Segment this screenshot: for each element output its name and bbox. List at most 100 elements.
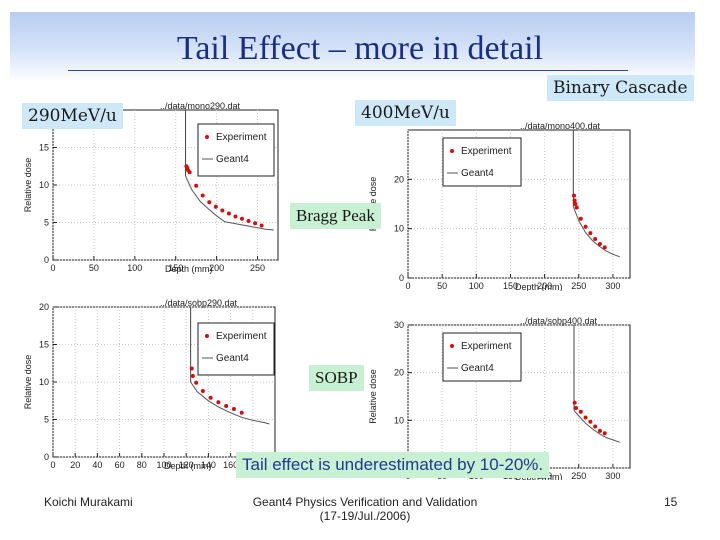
experiment-point bbox=[578, 216, 583, 221]
y-axis-label: Relative dose bbox=[368, 369, 378, 424]
x-tick-label: 40 bbox=[92, 460, 102, 470]
legend-box bbox=[442, 137, 522, 187]
x-tick-label: 80 bbox=[137, 460, 147, 470]
conclusion-banner: Tail effect is underestimated by 10-20%. bbox=[236, 452, 550, 478]
legend-box bbox=[197, 123, 275, 177]
legend-experiment-label: Experiment bbox=[216, 331, 267, 342]
y-tick-label: 10 bbox=[39, 377, 49, 387]
y-tick-label: 30 bbox=[394, 320, 404, 330]
y-tick-label: 10 bbox=[39, 180, 49, 190]
chart-title: ../data/sobp290.dat bbox=[160, 298, 238, 308]
legend-experiment-marker bbox=[205, 334, 209, 338]
x-axis-label: Depth (mm) bbox=[515, 282, 563, 291]
experiment-point bbox=[226, 211, 231, 216]
legend-geant4-label: Geant4 bbox=[461, 363, 494, 374]
experiment-point bbox=[194, 183, 199, 188]
experiment-point bbox=[240, 216, 244, 221]
experiment-point bbox=[231, 407, 236, 411]
x-tick-label: 100 bbox=[469, 281, 484, 291]
experiment-point bbox=[224, 404, 229, 408]
x-tick-label: 60 bbox=[115, 460, 125, 470]
energy-400-label: 400MeV/u bbox=[355, 100, 456, 126]
experiment-point bbox=[213, 204, 218, 209]
y-tick-label: 15 bbox=[39, 143, 49, 153]
x-tick-label: 100 bbox=[156, 460, 171, 470]
x-axis-label: Depth (mm) bbox=[165, 264, 213, 274]
chart-title: ../data/mono400.dat bbox=[520, 121, 601, 131]
y-tick-label: 10 bbox=[394, 224, 404, 234]
x-tick-label: 300 bbox=[605, 471, 620, 480]
x-tick-label: 150 bbox=[503, 281, 518, 291]
x-tick-label: 20 bbox=[70, 460, 80, 470]
y-tick-label: 20 bbox=[394, 174, 404, 184]
experiment-point bbox=[246, 219, 251, 223]
legend-experiment-label: Experiment bbox=[461, 341, 512, 352]
x-tick-label: 0 bbox=[405, 281, 410, 291]
x-tick-label: 200 bbox=[537, 281, 552, 291]
x-axis-label: Depth (mm) bbox=[164, 461, 212, 471]
x-tick-label: 100 bbox=[127, 263, 142, 273]
y-tick-label: 20 bbox=[39, 302, 49, 312]
experiment-point bbox=[200, 193, 205, 198]
x-tick-label: 250 bbox=[250, 263, 265, 273]
legend-experiment-marker bbox=[450, 344, 454, 348]
geant4-series-line bbox=[572, 206, 620, 258]
footer-author: Koichi Murakami bbox=[44, 495, 133, 509]
experiment-point bbox=[572, 198, 577, 203]
legend-geant4-label: Geant4 bbox=[216, 353, 249, 364]
experiment-point bbox=[574, 405, 579, 410]
x-tick-label: 300 bbox=[605, 281, 620, 291]
x-tick-label: 250 bbox=[571, 471, 586, 480]
experiment-point bbox=[208, 395, 213, 400]
experiment-point bbox=[253, 221, 258, 226]
x-tick-label: 120 bbox=[179, 460, 194, 470]
legend-box bbox=[197, 322, 275, 376]
x-tick-label: 160 bbox=[223, 460, 238, 470]
experiment-point bbox=[573, 202, 578, 206]
experiment-point bbox=[571, 193, 576, 198]
y-tick-label: 5 bbox=[44, 415, 49, 425]
legend-geant4-label: Geant4 bbox=[216, 154, 249, 165]
y-tick-label: 0 bbox=[399, 273, 404, 283]
experiment-point bbox=[583, 224, 588, 229]
geant4-series-line bbox=[190, 381, 270, 425]
experiment-point bbox=[220, 208, 225, 213]
chart-title: ../data/mono290.dat bbox=[160, 101, 241, 111]
x-tick-label: 50 bbox=[437, 281, 447, 291]
experiment-point bbox=[190, 374, 195, 378]
footer-event-line-1: Geant4 Physics Verification and Validati… bbox=[252, 495, 478, 509]
experiment-point bbox=[207, 200, 212, 205]
legend-experiment-marker bbox=[205, 135, 209, 139]
experiment-point bbox=[578, 409, 583, 414]
x-tick-label: 0 bbox=[50, 460, 55, 470]
y-tick-label: 0 bbox=[44, 452, 49, 462]
energy-290-label: 290MeV/u bbox=[22, 103, 123, 129]
chart-mono290: 0 50 100 150 200 250 0 5 10 15 Depth (mm) Relative … bbox=[23, 101, 279, 274]
experiment-point bbox=[588, 419, 593, 424]
geant4-series-line bbox=[185, 175, 274, 231]
experiment-point bbox=[597, 428, 602, 433]
chart-title: ../data/sobp400.dat bbox=[520, 316, 598, 326]
experiment-point bbox=[216, 400, 221, 405]
x-tick-label: 150 bbox=[168, 263, 183, 273]
experiment-point bbox=[602, 431, 607, 436]
experiment-point bbox=[233, 214, 238, 219]
x-tick-label: 0 bbox=[50, 263, 55, 273]
footer-event-line-2: (17-19/Jul./2006) bbox=[319, 509, 411, 523]
legend-geant4-label: Geant4 bbox=[461, 168, 494, 179]
binary-cascade-label: Binary Cascade bbox=[547, 75, 694, 101]
x-tick-label: 200 bbox=[209, 263, 224, 273]
experiment-point bbox=[602, 245, 607, 250]
experiment-point bbox=[189, 366, 194, 371]
y-tick-label: 15 bbox=[39, 340, 49, 350]
experiment-point bbox=[583, 415, 588, 420]
x-tick-label: 50 bbox=[89, 263, 99, 273]
experiment-point bbox=[588, 231, 593, 236]
footer-event: Geant4 Physics Verification and Validati… bbox=[240, 495, 490, 523]
y-tick-label: 20 bbox=[394, 368, 404, 378]
page-number: 15 bbox=[664, 495, 678, 509]
experiment-point bbox=[239, 410, 244, 415]
y-tick-label: 0 bbox=[44, 255, 49, 265]
y-tick-label: 5 bbox=[44, 218, 49, 228]
